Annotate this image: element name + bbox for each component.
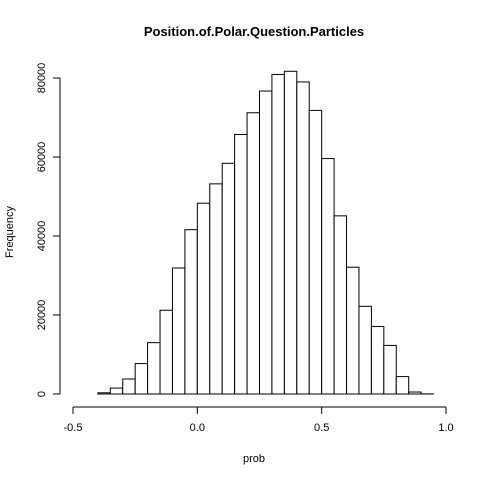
histogram-bar	[221, 162, 236, 395]
y-tick-label: 60000	[36, 142, 48, 173]
histogram-bar	[308, 109, 323, 395]
x-axis: -0.5 0.0 0.5 1.0	[64, 406, 454, 434]
x-axis-label: prob	[243, 453, 265, 465]
histogram-bar	[171, 267, 186, 395]
histogram-bar	[383, 344, 397, 395]
histogram-bar	[271, 73, 285, 395]
y-tick-label: 40000	[36, 221, 48, 252]
chart-title: Position.of.Polar.Question.Particles	[144, 24, 364, 39]
histogram-bar	[321, 158, 335, 395]
histogram-bar	[109, 387, 124, 395]
y-tick-label: 80000	[36, 63, 48, 94]
histogram-bar	[296, 81, 310, 395]
x-tick-label: 1.0	[438, 422, 453, 434]
y-tick-label: 0	[36, 391, 48, 397]
y-tick-label: 20000	[36, 300, 48, 331]
histogram-bar	[134, 363, 149, 395]
histogram-bar	[283, 70, 298, 395]
histogram-bar	[122, 378, 136, 395]
x-tick-label: 0.5	[314, 422, 329, 434]
histogram-bar	[395, 376, 410, 395]
x-tick-label: -0.5	[64, 422, 83, 434]
histogram-bar	[246, 112, 261, 395]
histogram-bar	[408, 391, 422, 395]
histogram-bar	[159, 309, 173, 395]
y-axis-label: Frequency	[4, 206, 16, 258]
histogram-bar	[184, 229, 198, 395]
y-axis: 0 20000 40000 60000 80000	[36, 63, 61, 397]
histogram-bar	[196, 202, 211, 395]
histogram-bar	[209, 183, 223, 395]
histogram-bars	[97, 70, 435, 395]
histogram-bar	[97, 392, 111, 395]
histogram-bar	[358, 305, 372, 395]
histogram-bar	[333, 215, 348, 395]
histogram-bar	[346, 266, 360, 395]
histogram-bar	[234, 133, 248, 395]
histogram-bar	[370, 325, 385, 395]
histogram-bar	[147, 342, 161, 395]
histogram-bar	[259, 90, 273, 395]
x-tick-label: 0.0	[190, 422, 205, 434]
